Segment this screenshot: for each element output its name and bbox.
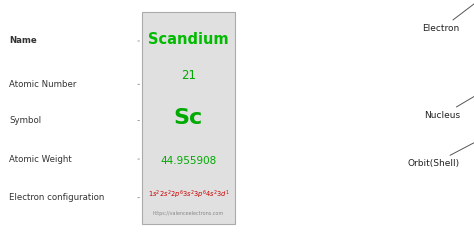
Text: Name: Name xyxy=(9,36,37,46)
Text: Symbol: Symbol xyxy=(9,116,42,125)
Text: Atomic Number: Atomic Number xyxy=(9,80,77,89)
Text: Nucleus: Nucleus xyxy=(424,0,474,120)
Text: Sc: Sc xyxy=(174,108,203,128)
Text: 21: 21 xyxy=(181,69,196,82)
Text: Scandium: Scandium xyxy=(148,32,229,47)
Text: Orbit(Shell): Orbit(Shell) xyxy=(408,0,474,168)
Bar xyxy=(142,12,235,224)
Text: 44.955908: 44.955908 xyxy=(160,155,217,166)
Text: Electron: Electron xyxy=(422,0,474,33)
Text: Electron configuration: Electron configuration xyxy=(9,193,105,202)
Text: Atomic Weight: Atomic Weight xyxy=(9,154,72,164)
Text: $1s^{2}2s^{2}2p^{6}3s^{2}3p^{6}4s^{2}3d^{1}$: $1s^{2}2s^{2}2p^{6}3s^{2}3p^{6}4s^{2}3d^… xyxy=(147,188,229,201)
Text: https://valenceelectrons.com: https://valenceelectrons.com xyxy=(153,211,224,216)
